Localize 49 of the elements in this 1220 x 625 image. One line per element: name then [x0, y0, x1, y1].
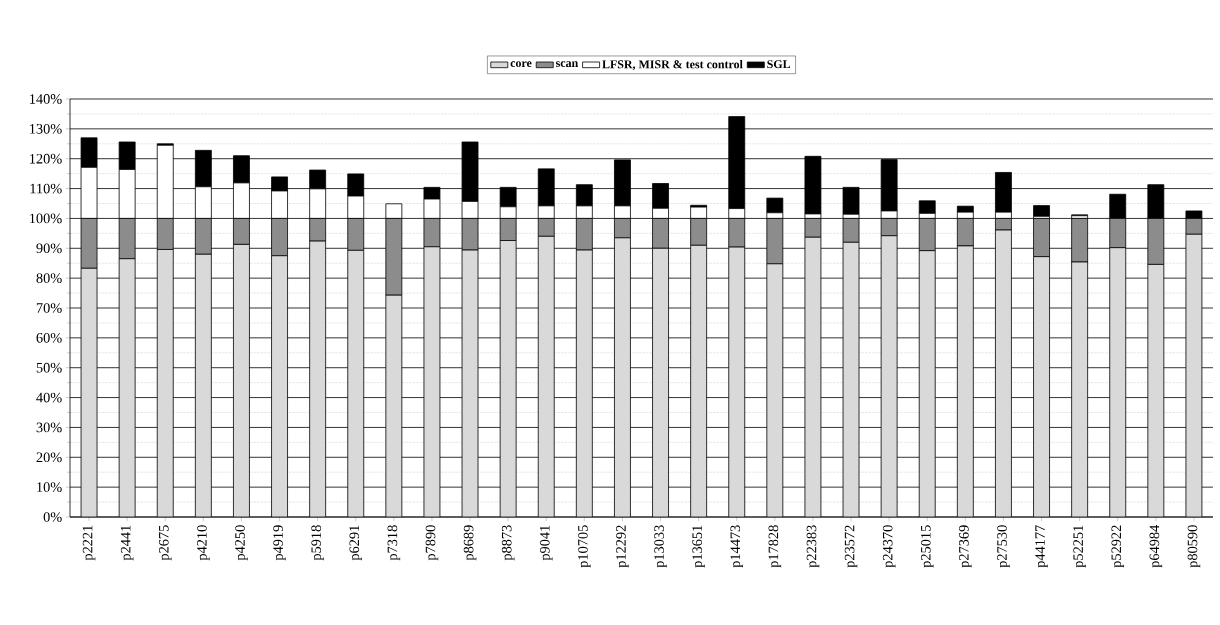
x-tick-label: p4250	[235, 525, 248, 561]
y-tick-label: 30%	[36, 422, 62, 433]
y-tick-label: 60%	[36, 332, 62, 343]
x-tick-label: p24370	[882, 525, 896, 568]
y-tick-label: 120%	[30, 153, 62, 164]
x-tick-label: p6291	[349, 525, 363, 561]
x-tick-label: p7318	[387, 525, 401, 561]
y-tick-label: 130%	[30, 123, 62, 134]
x-tick-label: p22383	[806, 525, 820, 568]
y-tick-label: 80%	[36, 273, 62, 283]
x-tick-label: p27369	[959, 525, 972, 568]
x-tick-label: p12292	[616, 525, 629, 568]
x-tick-label: p4210	[197, 525, 210, 561]
legend-label: LFSR, MISR & test control	[602, 59, 743, 71]
y-tick-label: 110%	[30, 183, 62, 194]
legend-label: SGL	[767, 60, 791, 69]
y-tick-label: 20%	[36, 452, 62, 463]
y-tick-label: 50%	[36, 362, 62, 373]
x-tick-label: p23572	[844, 525, 858, 568]
y-tick-label: 10%	[37, 482, 62, 492]
y-tick-label: 90%	[36, 243, 62, 254]
x-tick-label: p44177	[1035, 525, 1048, 568]
x-tick-label: p7890	[425, 525, 439, 561]
x-tick-label: p13651	[692, 525, 705, 568]
x-tick-label: p4919	[273, 525, 286, 561]
x-tick-label: p80590	[1187, 525, 1201, 568]
x-tick-label: p9041	[539, 525, 553, 561]
x-tick-label: p13033	[654, 525, 667, 568]
y-tick-label: 140%	[30, 94, 62, 104]
y-tick-label: 70%	[36, 303, 62, 313]
x-tick-label: p17828	[768, 525, 782, 568]
x-tick-label: p2441	[120, 525, 134, 561]
x-tick-label: p52251	[1073, 525, 1086, 568]
x-tick-label: p64984	[1149, 524, 1163, 568]
x-tick-label: p27530	[997, 525, 1010, 568]
y-tick-label: 0%	[43, 512, 62, 522]
y-tick-label: 100%	[30, 213, 62, 224]
x-tick-label: p52922	[1111, 525, 1124, 568]
legend-label: scan	[555, 61, 579, 68]
x-tick-label: p14473	[730, 525, 743, 568]
x-tick-label: p5918	[311, 525, 324, 561]
legend-label: core	[510, 61, 532, 68]
x-tick-label: p25015	[920, 525, 934, 568]
x-tick-label: p8873	[501, 525, 515, 561]
x-tick-label: p10705	[578, 525, 591, 568]
x-tick-label: p2675	[158, 525, 172, 561]
y-tick-label: 40%	[36, 392, 62, 403]
x-tick-label: p2221	[82, 525, 96, 561]
x-tick-label: p8689	[463, 525, 477, 561]
